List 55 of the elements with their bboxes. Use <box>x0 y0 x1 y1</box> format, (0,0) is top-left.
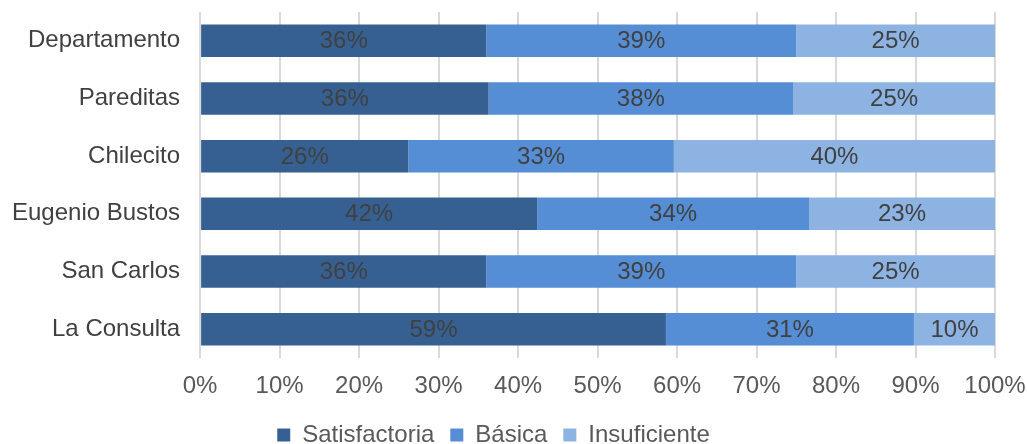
bar <box>201 82 489 115</box>
data-label: 33% <box>517 141 566 169</box>
x-tick-label: 70% <box>732 370 781 398</box>
bar <box>486 24 797 58</box>
bar <box>201 139 409 173</box>
data-label: 25% <box>871 26 920 54</box>
bar <box>796 255 995 288</box>
data-label: 25% <box>871 257 920 285</box>
data-label: 25% <box>870 84 919 112</box>
x-tick-label: 90% <box>891 370 940 398</box>
x-tick-label: 30% <box>414 370 463 398</box>
x-tick-label: 100% <box>964 370 1026 398</box>
bar <box>488 82 794 115</box>
bar <box>201 24 487 58</box>
data-label: 26% <box>280 141 329 169</box>
legend-label: Insuficiente <box>588 419 710 444</box>
x-tick-label: 40% <box>494 370 543 398</box>
x-tick-label: 10% <box>255 370 304 398</box>
data-label: 39% <box>617 257 666 285</box>
bar <box>796 24 995 58</box>
data-label: 10% <box>930 314 979 342</box>
data-label: 36% <box>319 26 368 54</box>
data-label: 40% <box>810 141 859 169</box>
x-tick-label: 80% <box>812 370 861 398</box>
x-tick-label: 60% <box>653 370 702 398</box>
y-tick-label: San Carlos <box>61 256 181 284</box>
data-label: 38% <box>616 84 665 112</box>
bar <box>201 197 538 231</box>
x-tick-label: 0% <box>182 370 218 398</box>
y-tick-label: Eugenio Bustos <box>11 198 181 226</box>
bar <box>809 197 995 231</box>
data-label: 34% <box>649 199 698 227</box>
x-tick-label: 50% <box>573 370 622 398</box>
bar <box>793 82 995 115</box>
bar <box>201 255 487 288</box>
y-tick-label: La Consulta <box>52 313 181 341</box>
bar <box>673 139 995 173</box>
data-label: 59% <box>409 314 458 342</box>
y-tick-label: Departamento <box>28 25 181 53</box>
data-label: 39% <box>617 26 666 54</box>
data-label: 31% <box>765 314 814 342</box>
bar <box>665 312 914 346</box>
bar <box>201 312 666 346</box>
x-tick-label: 20% <box>335 370 384 398</box>
legend-label: Satisfactoria <box>302 419 435 444</box>
bar <box>486 255 797 288</box>
data-label: 42% <box>345 199 394 227</box>
bar <box>408 139 674 173</box>
y-tick-label: Chilecito <box>88 140 181 168</box>
y-tick-label: Pareditas <box>78 83 181 111</box>
data-label: 36% <box>320 84 369 112</box>
bar <box>537 197 809 231</box>
data-label: 36% <box>319 257 368 285</box>
data-label: 23% <box>877 199 927 227</box>
legend-label: Básica <box>475 419 548 444</box>
